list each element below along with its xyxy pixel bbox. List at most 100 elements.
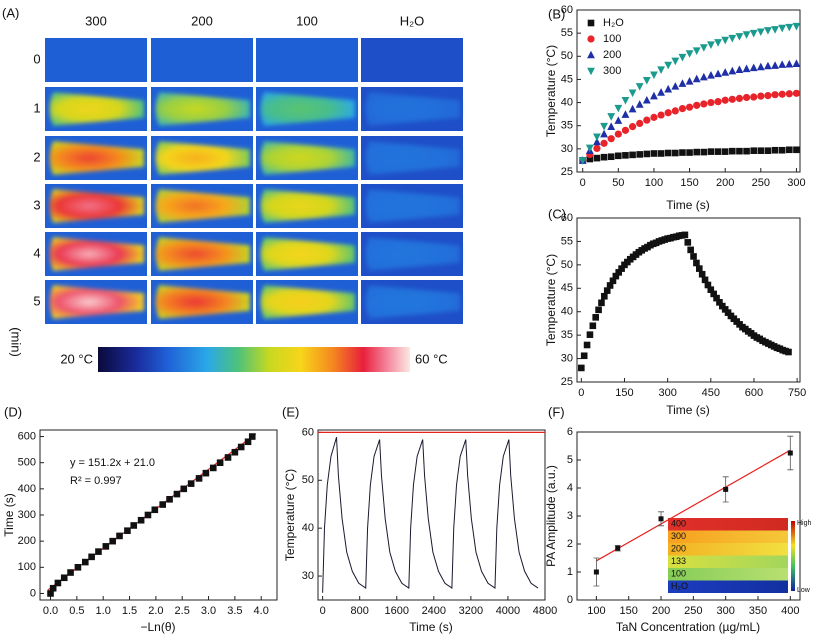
panel-label: (A): [2, 5, 19, 20]
annotation: R² = 0.997: [70, 475, 122, 487]
y-tick-label: 35: [561, 329, 573, 341]
point: [600, 122, 608, 131]
point: [721, 36, 730, 45]
x-tick-label: 3.5: [227, 605, 242, 617]
x-tick-label: 450: [702, 387, 720, 399]
x-tick-label: 0: [580, 177, 586, 189]
point: [614, 104, 623, 113]
point: [614, 116, 623, 124]
thermal-sample: [49, 285, 144, 319]
thermal-sample: [155, 285, 250, 319]
point: [216, 459, 224, 466]
point: [742, 93, 751, 102]
point: [657, 150, 665, 157]
point: [578, 157, 587, 165]
y-tick-label: 400: [18, 483, 36, 495]
y-tick-label: 3: [567, 510, 573, 522]
y-axis-label: Time (s): [2, 493, 16, 537]
y-tick-label: 40: [561, 96, 573, 108]
point: [609, 277, 617, 285]
point: [642, 77, 651, 85]
plot-frame: [317, 429, 546, 601]
thermal-sample: [260, 237, 355, 271]
point: [692, 74, 701, 83]
point: [47, 590, 54, 597]
point: [671, 82, 680, 90]
point: [750, 93, 758, 101]
inset-band: [668, 518, 788, 531]
point: [67, 569, 74, 576]
point: [713, 294, 720, 302]
point: [237, 443, 245, 451]
point: [735, 94, 744, 103]
point: [606, 282, 614, 289]
plot-frame: [576, 9, 801, 173]
thermal-image: [256, 38, 358, 82]
x-tick-label: 350: [749, 605, 767, 617]
point: [49, 584, 57, 592]
point: [130, 522, 138, 529]
row-label: 1: [33, 100, 40, 115]
point: [600, 139, 608, 147]
point: [693, 148, 700, 156]
point: [593, 154, 601, 162]
point: [764, 27, 772, 35]
point: [686, 149, 693, 156]
y-tick-label: 6: [567, 426, 573, 438]
point: [578, 364, 585, 372]
legend-label: H₂O: [603, 17, 624, 29]
point: [607, 135, 615, 143]
thermal-sample: [155, 237, 250, 271]
point: [137, 516, 145, 524]
x-tick-label: 0: [320, 605, 326, 617]
annotation: y = 151.2x + 21.0: [70, 457, 155, 469]
point: [678, 104, 687, 113]
thermal-sample: [365, 92, 460, 126]
column-header: 300: [85, 13, 107, 28]
y-tick-label: 30: [561, 143, 573, 155]
thermal-image: [45, 38, 147, 82]
point: [658, 516, 664, 522]
point: [792, 89, 801, 97]
point: [598, 299, 605, 307]
x-tick-label: 2.0: [148, 605, 163, 617]
thermal-sample: [260, 189, 355, 223]
point: [615, 545, 621, 551]
line: [322, 437, 539, 593]
panel-label: (D): [4, 404, 22, 419]
point: [628, 104, 637, 113]
point: [657, 66, 665, 75]
point: [735, 33, 744, 41]
x-tick-label: 0.5: [69, 605, 84, 617]
point: [615, 269, 623, 276]
point: [600, 153, 608, 161]
x-tick-label: 400: [781, 605, 799, 617]
point: [593, 144, 601, 152]
x-tick-label: 0: [578, 387, 584, 399]
point: [664, 84, 673, 93]
point: [787, 450, 793, 456]
point: [685, 50, 694, 58]
column-header: H₂O: [400, 13, 425, 28]
point: [54, 579, 62, 587]
x-tick-label: 300: [787, 177, 805, 189]
y-tick-label: 200: [18, 535, 36, 547]
point: [614, 130, 622, 138]
point: [692, 47, 701, 56]
point: [736, 147, 743, 155]
panel-label: (F): [548, 404, 565, 419]
x-axis-label: Time (s): [666, 403, 710, 417]
point: [595, 306, 602, 314]
point: [636, 119, 644, 127]
point: [209, 464, 217, 472]
y-tick-label: 0: [30, 587, 36, 599]
point: [650, 113, 658, 121]
legend-marker: [587, 35, 595, 43]
point: [742, 31, 751, 39]
point: [771, 26, 779, 34]
y-tick-label: 45: [561, 73, 573, 85]
x-axis-label: Time (s): [666, 198, 710, 212]
point: [180, 485, 188, 493]
point: [699, 44, 708, 52]
inset-band: [668, 580, 788, 593]
